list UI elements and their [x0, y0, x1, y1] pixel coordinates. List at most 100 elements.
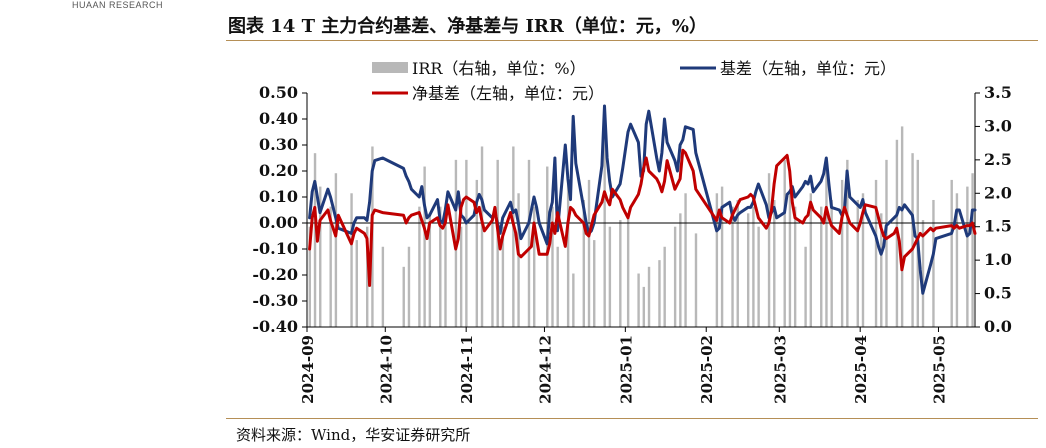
irr-bar-28: [533, 206, 536, 327]
right-tick-label-2: 2.5: [984, 150, 1012, 169]
irr-bar-50: [715, 193, 719, 327]
irr-bar-18: [459, 226, 463, 327]
irr-bar-59: [783, 159, 786, 327]
irr-bar-68: [846, 159, 849, 327]
irr-bar-69: [856, 199, 859, 327]
chart-legend: IRR（右轴，单位：%） 基差（左轴，单位：元） 净基差（左轴，单位：元）: [372, 59, 896, 103]
irr-bar-3: [329, 206, 332, 327]
irr-bar-47: [679, 213, 682, 327]
source-rule: [226, 418, 1038, 419]
left-tick-label-8: -0.30: [252, 291, 298, 310]
irr-bar-25: [512, 146, 515, 327]
irr-bar-13: [423, 166, 426, 327]
irr-bar-44: [658, 260, 661, 327]
irr-bar-56: [757, 226, 760, 327]
source-note: 资料来源：Wind，华安证券研究所: [236, 426, 471, 444]
irr-bar-62: [804, 246, 807, 327]
irr-bar-2: [319, 186, 322, 327]
irr-bar-42: [642, 286, 646, 327]
left-tick-label-3: 0.20: [259, 161, 298, 180]
irr-bar-48: [684, 193, 687, 327]
x-tick-label-4: 2025-01: [617, 335, 635, 404]
chart-axes: 0.50 0.40 0.30 0.20 0.10 0.00 -0.10 -0.20 -0.30 -…: [252, 83, 1011, 404]
irr-bar-27: [527, 159, 531, 327]
irr-bar-41: [637, 273, 640, 327]
irr-bar-31: [556, 246, 559, 327]
x-tick-label-0: 2024-09: [299, 335, 317, 404]
right-tick-label-6: 0.5: [984, 284, 1012, 303]
legend-label-irr: IRR（右轴，单位：%）: [412, 59, 586, 78]
irr-bar-63: [809, 193, 813, 327]
irr-bar-40: [626, 213, 630, 327]
irr-bar-5: [350, 193, 353, 327]
left-tick-label-5: 0.00: [259, 213, 298, 232]
irr-bar-38: [608, 226, 612, 327]
irr-bar-80: [950, 179, 953, 327]
irr-bar-35: [587, 179, 591, 327]
series-lines: [308, 104, 977, 295]
irr-bar-36: [593, 240, 596, 327]
right-tick-label-3: 2.0: [984, 183, 1012, 202]
irr-bar-16: [444, 220, 447, 327]
irr-bar-0: [308, 226, 312, 327]
irr-bar-46: [673, 226, 677, 327]
irr-bar-34: [582, 199, 585, 327]
irr-bar-21: [480, 146, 484, 327]
x-tick-label-3: 2024-12: [536, 335, 554, 404]
irr-bar-53: [736, 199, 739, 327]
irr-bar-71: [874, 179, 878, 327]
irr-bar-29: [546, 166, 549, 327]
irr-bar-22: [491, 220, 494, 327]
irr-bar-51: [720, 186, 724, 327]
irr-bar-66: [830, 199, 833, 327]
left-tick-label-4: 0.10: [259, 187, 298, 206]
irr-bar-19: [465, 159, 468, 327]
legend-label-basis: 基差（左轴，单位：元）: [720, 59, 896, 78]
irr-bar-52: [731, 206, 734, 327]
irr-bar-9: [381, 246, 385, 327]
irr-bar-67: [840, 179, 844, 327]
irr-bar-33: [572, 273, 575, 327]
x-tick-label-7: 2025-04: [852, 335, 870, 404]
irr-bar-4: [334, 173, 338, 327]
irr-bar-6: [355, 240, 358, 327]
x-tick-label-6: 2025-03: [771, 335, 789, 404]
irr-bar-14: [428, 213, 432, 327]
irr-bar-61: [793, 206, 797, 327]
irr-bar-65: [825, 166, 828, 327]
irr-bar-83: [971, 173, 974, 327]
x-tick-label-8: 2025-05: [930, 335, 948, 404]
irr-bar-75: [900, 126, 904, 327]
irr-bar-1: [313, 153, 317, 327]
irr-bar-76: [911, 153, 914, 327]
left-tick-label-6: -0.10: [252, 239, 298, 258]
irr-bar-23: [496, 159, 499, 327]
irr-bar-57: [767, 173, 771, 327]
right-tick-label-7: 0.0: [984, 317, 1012, 336]
irr-bar-39: [619, 220, 622, 327]
legend-label-net_basis: 净基差（左轴，单位：元）: [412, 84, 604, 103]
irr-bar-10: [402, 266, 405, 327]
figure-title: 图表 14 T 主力合约基差、净基差与 IRR（单位：元，%）: [228, 16, 707, 37]
irr-bar-64: [820, 206, 823, 327]
irr-bar-78: [921, 220, 925, 327]
left-tick-label-1: 0.40: [259, 109, 298, 128]
right-tick-label-1: 3.0: [984, 116, 1012, 135]
right-tick-label-5: 1.0: [984, 250, 1012, 269]
x-tick-label-2: 2024-11: [458, 335, 476, 404]
irr-bar-58: [773, 199, 776, 327]
irr-bar-43: [647, 266, 651, 327]
irr-bar-12: [418, 206, 421, 327]
irr-bar-70: [861, 193, 865, 327]
left-tick-label-9: -0.40: [252, 317, 298, 336]
irr-bar-81: [955, 193, 959, 327]
irr-bar-54: [746, 213, 750, 327]
irr-bar-60: [788, 193, 792, 327]
irr-bar-15: [439, 206, 442, 327]
irr-bar-37: [603, 106, 606, 327]
x-tick-label-5: 2025-02: [698, 335, 716, 404]
irr-bar-82: [966, 186, 969, 327]
legend-swatch-irr: [372, 62, 408, 73]
irr-bar-55: [752, 206, 755, 327]
irr-bar-73: [885, 159, 888, 327]
